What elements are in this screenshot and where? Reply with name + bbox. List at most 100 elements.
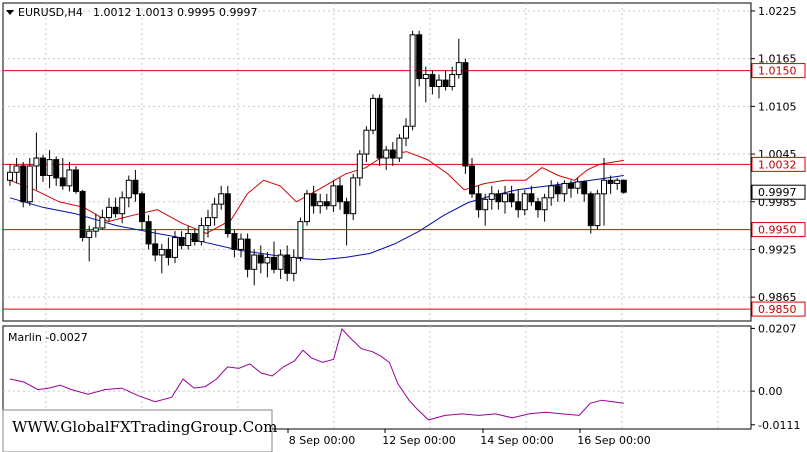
level-label: 1.0032 xyxy=(758,158,797,171)
candle-up xyxy=(363,129,370,155)
candle-down xyxy=(554,185,561,195)
candle-down xyxy=(587,193,594,227)
candle-up xyxy=(541,197,548,211)
candle-up xyxy=(66,169,73,187)
candle-up xyxy=(422,74,429,80)
time-tick-label: 16 Sep 00:00 xyxy=(577,434,650,447)
price-vgrid xyxy=(45,3,719,321)
current-price-box xyxy=(751,184,806,200)
indicator-tick-label: 0.00 xyxy=(758,385,783,398)
indicator-tick-label: -0.0111 xyxy=(758,419,800,432)
candle-up xyxy=(198,225,205,243)
current-price-value: 0.9997 xyxy=(758,186,797,199)
level-label-box xyxy=(751,301,806,317)
candle-up xyxy=(482,198,489,211)
candle-up xyxy=(317,201,324,207)
candle-down xyxy=(469,165,475,195)
candle-up xyxy=(601,179,607,195)
candle-up xyxy=(7,171,13,181)
candle-down xyxy=(568,182,574,189)
candle-up xyxy=(304,193,310,223)
candle-up xyxy=(125,179,132,199)
candle-up xyxy=(99,217,106,229)
blue-ma-line xyxy=(9,175,624,261)
candle-up xyxy=(264,256,271,264)
candle-down xyxy=(145,221,152,245)
candle-down xyxy=(40,157,46,177)
candle-up xyxy=(488,193,495,200)
ohlc-values: 1.0012 1.0013 0.9995 0.9997 xyxy=(93,6,257,19)
candle-down xyxy=(244,238,251,270)
candle-up xyxy=(574,181,581,189)
candle-up xyxy=(502,193,508,203)
indicator-label: Marlin -0.0027 xyxy=(8,331,88,344)
candle-down xyxy=(178,237,185,246)
candle-down xyxy=(257,254,264,264)
time-tick-label: 14 Sep 00:00 xyxy=(480,434,553,447)
price-panel-frame xyxy=(2,2,752,322)
level-label: 0.9850 xyxy=(758,303,797,316)
candle-down xyxy=(231,233,238,250)
candle-up xyxy=(158,248,165,256)
candle-up xyxy=(26,165,33,203)
symbol-label: EURUSD,H4 xyxy=(18,6,83,19)
candle-up xyxy=(106,206,112,219)
candle-down xyxy=(376,97,383,159)
level-lines xyxy=(3,70,751,310)
candle-up xyxy=(277,254,284,270)
candle-down xyxy=(535,201,541,211)
candle-up xyxy=(561,182,568,195)
watermark: WWW.GlobalFXTradingGroup.Com xyxy=(12,418,277,436)
candle-up xyxy=(218,193,225,205)
candle-up xyxy=(350,177,357,215)
current-price-label: 0.9997 xyxy=(751,184,806,200)
candle-down xyxy=(112,206,119,215)
candle-down xyxy=(515,201,522,211)
price-tick-label: 1.0225 xyxy=(758,5,797,18)
candle-up xyxy=(330,185,337,207)
candle-down xyxy=(59,177,66,187)
collapse-triangle-icon[interactable] xyxy=(6,10,14,15)
candle-down xyxy=(79,190,86,239)
indicator-tick-label: 0.0207 xyxy=(758,322,797,335)
candle-up xyxy=(449,74,456,87)
blue-moving-average xyxy=(9,175,624,261)
candle-up xyxy=(409,34,416,127)
candle-down xyxy=(284,254,291,274)
candle-down xyxy=(152,243,159,256)
time-axis: 8 Sep 00:00 12 Sep 00:00 14 Sep 00:00 16 Se… xyxy=(287,429,651,447)
candle-down xyxy=(53,159,60,179)
candle-up xyxy=(290,256,297,274)
level-label: 0.9950 xyxy=(758,224,797,237)
candle-up xyxy=(172,237,178,258)
candle-down xyxy=(495,193,502,203)
level-label-box xyxy=(751,156,806,172)
candle-up xyxy=(297,221,304,258)
candle-up xyxy=(13,165,20,173)
candle-up xyxy=(370,97,376,131)
candle-down xyxy=(607,179,614,184)
candle-down xyxy=(73,169,79,192)
candle-down xyxy=(224,193,231,235)
candle-down xyxy=(528,193,535,203)
candle-up xyxy=(455,62,462,76)
candle-up xyxy=(251,254,258,270)
candle-down xyxy=(429,74,436,87)
candle-up xyxy=(238,238,244,250)
candle-down xyxy=(165,248,172,258)
candle-up xyxy=(548,185,555,199)
marlin-series-line xyxy=(9,328,624,421)
level-label-box xyxy=(751,222,806,238)
candle-down xyxy=(508,193,515,203)
candle-up xyxy=(119,197,126,215)
marlin-line xyxy=(9,328,624,421)
price-tick-label: 1.0165 xyxy=(758,53,797,66)
candle-down xyxy=(442,79,449,87)
candle-up xyxy=(33,157,40,167)
candle-up xyxy=(86,230,93,239)
candle-down xyxy=(620,179,627,193)
candle-down xyxy=(20,165,27,203)
candle-down xyxy=(271,256,277,270)
candle-down xyxy=(191,233,198,243)
time-tick-label: 12 Sep 00:00 xyxy=(382,434,455,447)
